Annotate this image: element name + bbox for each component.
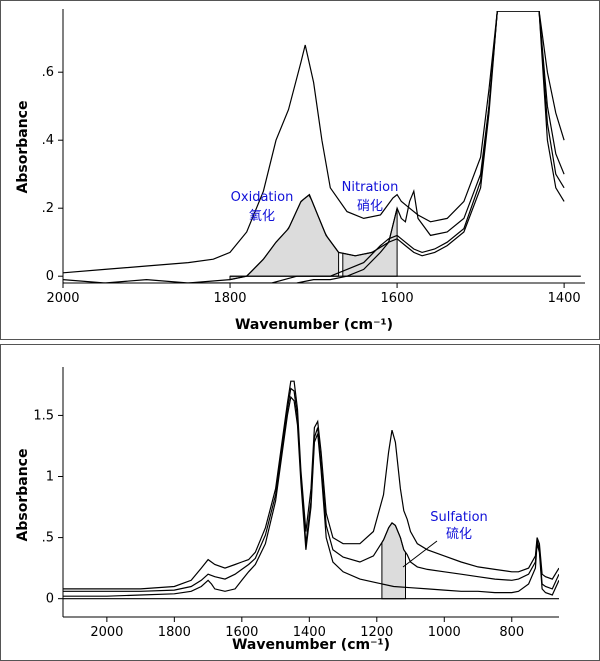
sulfation-chart-panel: 2000 1800 1600 1400 1200 1000 800 0 .5 1 1.5 Wavenu… (0, 344, 600, 661)
y-tick-label: .6 (42, 65, 54, 80)
x-tick-label: 1000 (428, 625, 461, 640)
x-tick-label: 1800 (158, 625, 191, 640)
x-axis-label: Wavenumber (cm⁻¹) (235, 317, 393, 333)
annotation-label: Oxidation (231, 190, 294, 205)
spectrum-line-2 (63, 387, 559, 592)
x-tick-label: 1400 (548, 291, 581, 306)
annotation-label: Sulfation (430, 510, 488, 525)
spectrum-line-3 (63, 395, 559, 597)
annotation-label: 硫化 (446, 527, 472, 542)
x-axis-label: Wavenumber (cm⁻¹) (232, 637, 390, 653)
x-tick-label: 1600 (225, 625, 258, 640)
x-tick-label: 800 (499, 625, 524, 640)
oxidation-nitration-chart: 2000 1800 1600 1400 0 .2 .4 .6 Wavenumber (cm⁻¹)… (15, 9, 585, 333)
spectrum-line-1 (63, 11, 565, 274)
x-tick-label: 2000 (46, 291, 79, 306)
y-tick-label: 0 (46, 269, 54, 284)
spectrum-line-4 (97, 11, 565, 283)
y-tick-label: .2 (42, 201, 54, 216)
annotation-label: 氧化 (249, 209, 275, 224)
y-axis-label: Absorbance (15, 101, 31, 194)
spectrum-line-2 (63, 11, 565, 283)
spectrum-line-1 (63, 380, 559, 590)
y-axis-label: Absorbance (15, 449, 31, 542)
spectrum-line-3 (63, 11, 565, 283)
y-tick-label: 0 (46, 592, 54, 607)
y-tick-label: 1.5 (33, 408, 54, 423)
y-tick-label: 1 (46, 470, 54, 485)
sulfation-pointer (402, 540, 438, 568)
oxidation-band (229, 194, 340, 281)
annotation-label: Nitration (342, 180, 399, 195)
x-tick-label: 1400 (293, 625, 326, 640)
x-tick-label: 1800 (213, 291, 246, 306)
sulfation-chart: 2000 1800 1600 1400 1200 1000 800 0 .5 1 1.5 Wavenu… (15, 367, 559, 653)
oxidation-nitration-chart-panel: 2000 1800 1600 1400 0 .2 .4 .6 Wavenumber (cm⁻¹)… (0, 0, 600, 340)
x-tick-label: 1600 (381, 291, 414, 306)
y-tick-label: .5 (42, 531, 54, 546)
x-tick-label: 1200 (360, 625, 393, 640)
y-tick-label: .4 (42, 133, 54, 148)
x-tick-label: 2000 (90, 625, 123, 640)
annotation-label: 硝化 (357, 199, 383, 214)
